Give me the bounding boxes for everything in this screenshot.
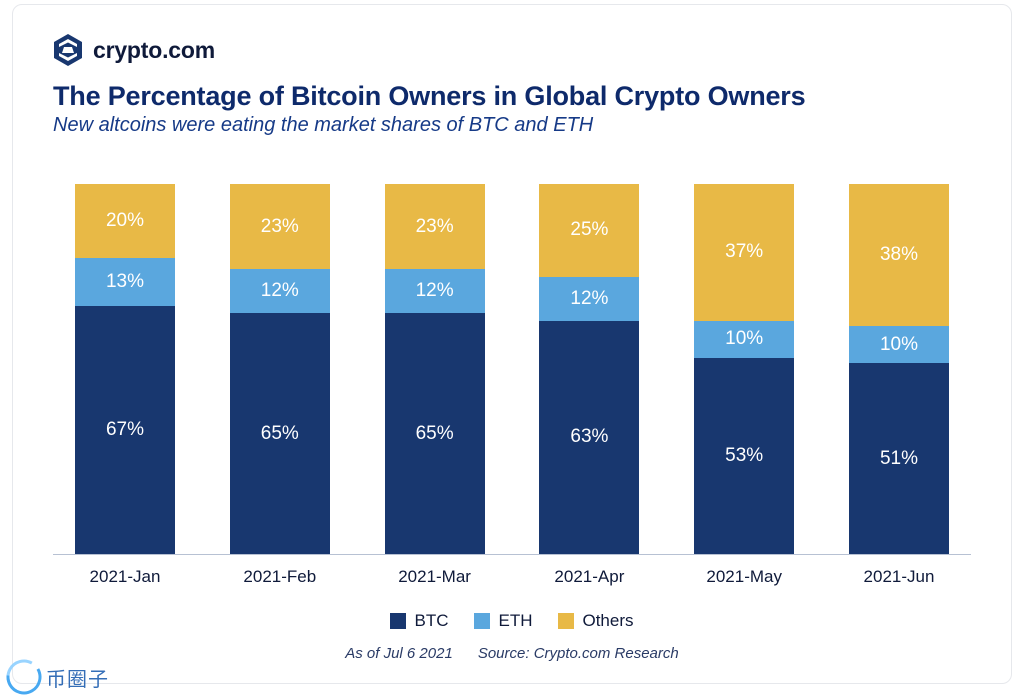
x-axis-labels: 2021-Jan 2021-Feb 2021-Mar 2021-Apr 2021-May… — [53, 555, 971, 587]
stacked-bar: 20%13%67% — [75, 184, 175, 554]
bar-column: 20%13%67% — [65, 184, 185, 554]
legend-item-btc: BTC — [390, 611, 448, 631]
bar-segment-btc: 67% — [75, 306, 175, 554]
bar-column: 38%10%51% — [839, 184, 959, 554]
legend-item-others: Others — [558, 611, 633, 631]
chart-title: The Percentage of Bitcoin Owners in Glob… — [53, 81, 971, 112]
stacked-bar: 37%10%53% — [694, 184, 794, 554]
bar-segment-others: 23% — [230, 184, 330, 269]
watermark-icon — [6, 659, 42, 695]
bar-segment-eth: 13% — [75, 258, 175, 306]
bar-segment-eth: 12% — [539, 277, 639, 321]
bar-column: 23%12%65% — [220, 184, 340, 554]
stacked-bar: 23%12%65% — [230, 184, 330, 554]
x-axis-label: 2021-Apr — [529, 567, 649, 587]
bar-column: 37%10%53% — [684, 184, 804, 554]
footer-asof: As of Jul 6 2021 — [345, 645, 453, 662]
legend-label: Others — [582, 611, 633, 631]
stacked-bar: 23%12%65% — [385, 184, 485, 554]
bar-segment-btc: 51% — [849, 363, 949, 554]
bar-segment-eth: 10% — [694, 321, 794, 358]
stacked-bar-chart: 20%13%67%23%12%65%23%12%65%25%12%63%37%1… — [53, 165, 971, 555]
x-axis-label: 2021-Jan — [65, 567, 185, 587]
chart-card: crypto.com The Percentage of Bitcoin Own… — [12, 4, 1012, 684]
bar-segment-others: 20% — [75, 184, 175, 258]
x-axis-label: 2021-May — [684, 567, 804, 587]
brand-logo-icon — [53, 33, 83, 67]
stacked-bar: 25%12%63% — [539, 184, 639, 554]
bar-segment-btc: 53% — [694, 358, 794, 554]
brand-row: crypto.com — [53, 33, 971, 67]
x-axis-label: 2021-Mar — [375, 567, 495, 587]
bar-segment-eth: 12% — [230, 269, 330, 313]
bar-segment-others: 37% — [694, 184, 794, 321]
bar-segment-btc: 65% — [385, 313, 485, 554]
legend-swatch — [390, 613, 406, 629]
page-watermark: 币圈子 — [6, 659, 109, 695]
legend-swatch — [474, 613, 490, 629]
bar-segment-others: 38% — [849, 184, 949, 326]
bar-segment-eth: 12% — [385, 269, 485, 313]
legend-swatch — [558, 613, 574, 629]
legend-label: ETH — [498, 611, 532, 631]
bar-segment-eth: 10% — [849, 326, 949, 363]
chart-legend: BTC ETH Others — [53, 611, 971, 631]
footer-source: Source: Crypto.com Research — [478, 645, 679, 662]
chart-subtitle: New altcoins were eating the market shar… — [53, 114, 971, 137]
brand-logo-text: crypto.com — [93, 37, 215, 64]
chart-footer: As of Jul 6 2021 Source: Crypto.com Rese… — [53, 645, 971, 662]
legend-item-eth: ETH — [474, 611, 532, 631]
bar-column: 23%12%65% — [375, 184, 495, 554]
watermark-text: 币圈子 — [46, 663, 109, 692]
bar-segment-btc: 63% — [539, 321, 639, 554]
x-axis-label: 2021-Feb — [220, 567, 340, 587]
x-axis-label: 2021-Jun — [839, 567, 959, 587]
bar-column: 25%12%63% — [529, 184, 649, 554]
legend-label: BTC — [414, 611, 448, 631]
bar-segment-others: 23% — [385, 184, 485, 269]
bar-segment-btc: 65% — [230, 313, 330, 554]
bar-segment-others: 25% — [539, 184, 639, 277]
stacked-bar: 38%10%51% — [849, 184, 949, 554]
